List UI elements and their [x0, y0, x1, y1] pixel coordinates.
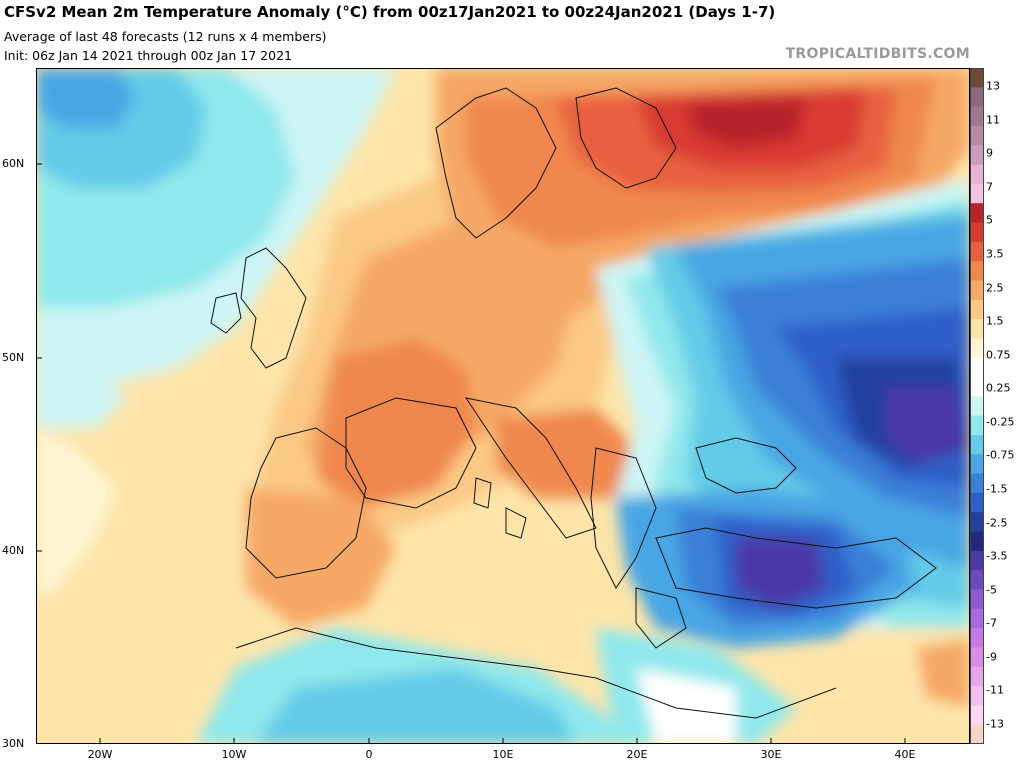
colorbar-label: -13: [986, 717, 1004, 731]
colorbar-swatch: [970, 222, 984, 243]
colorbar-label: -11: [986, 683, 1004, 697]
colorbar-label: -9: [986, 650, 997, 664]
colorbar-label: 5: [986, 213, 993, 227]
colorbar-label: 0.75: [986, 348, 1011, 362]
colorbar-label: 9: [986, 146, 993, 160]
colorbar-swatch: [970, 589, 984, 610]
colorbar-swatch: [970, 473, 984, 494]
colorbar-swatch: [970, 164, 984, 185]
lon-label-40e: 40E: [894, 748, 916, 761]
lon-label-30e: 30E: [760, 748, 782, 761]
colorbar-swatch: [970, 203, 984, 224]
colorbar-label: 7: [986, 180, 993, 194]
colorbar-swatch: [970, 261, 984, 281]
map-subtitle: Average of last 48 forecasts (12 runs x …: [4, 29, 327, 44]
lat-label-50n: 50N: [2, 351, 25, 364]
colorbar-swatch: [970, 454, 984, 475]
lon-label-20w: 20W: [87, 748, 113, 761]
colorbar-swatch: [970, 628, 984, 648]
colorbar-swatch: [970, 415, 984, 436]
colorbar-swatch: [970, 647, 984, 668]
colorbar-swatch: [970, 377, 984, 397]
colorbar-swatch: [970, 357, 984, 378]
colorbar-swatch: [970, 106, 984, 127]
colorbar-label: 1.5: [986, 314, 1004, 328]
credit-watermark: TROPICALTIDBITS.COM: [785, 46, 970, 62]
colorbar-swatch: [970, 299, 984, 320]
lat-label-60n: 60N: [2, 157, 25, 170]
colorbar-swatch: [970, 492, 984, 513]
colorbar: [970, 68, 984, 744]
colorbar-swatch: [970, 87, 984, 108]
lon-label-10w: 10W: [221, 748, 247, 761]
colorbar-swatch: [970, 531, 984, 552]
coastlines: [210, 87, 937, 719]
colorbar-label: -5: [986, 583, 997, 597]
colorbar-label: -7: [986, 616, 997, 630]
lat-label-30n: 30N: [2, 737, 25, 750]
colorbar-swatch: [970, 183, 984, 204]
colorbar-swatch: [970, 666, 984, 687]
anomaly-shading: [36, 68, 970, 744]
temperature-anomaly-map[interactable]: [36, 68, 970, 744]
init-time: Init: 06z Jan 14 2021 through 00z Jan 17…: [4, 48, 292, 63]
colorbar-swatch: [970, 68, 984, 88]
colorbar-swatch: [970, 280, 984, 301]
colorbar-swatch: [970, 434, 984, 455]
lon-label-20e: 20E: [626, 748, 648, 761]
colorbar-label: -3.5: [986, 549, 1008, 563]
colorbar-swatch: [970, 705, 984, 726]
colorbar-label: -0.75: [986, 448, 1015, 462]
colorbar-swatch: [970, 512, 984, 533]
colorbar-swatch: [970, 724, 984, 744]
lon-label-0: 0: [365, 748, 373, 761]
colorbar-label: 3.5: [986, 247, 1004, 261]
colorbar-label: -0.25: [986, 415, 1015, 429]
colorbar-swatch: [970, 396, 984, 417]
colorbar-label: 13: [986, 79, 1000, 93]
lat-label-40n: 40N: [2, 544, 25, 557]
colorbar-swatch: [970, 338, 984, 359]
colorbar-swatch: [970, 145, 984, 166]
lon-label-10e: 10E: [492, 748, 514, 761]
colorbar-swatch: [970, 570, 984, 590]
map-frame: [36, 68, 970, 744]
colorbar-swatch: [970, 241, 984, 262]
colorbar-swatch: [970, 319, 984, 339]
colorbar-label: 2.5: [986, 281, 1004, 294]
colorbar-label: -1.5: [986, 482, 1008, 496]
colorbar-label: 0.25: [986, 381, 1011, 395]
colorbar-label: 11: [986, 113, 1000, 127]
colorbar-swatch: [970, 686, 984, 706]
map-title: CFSv2 Mean 2m Temperature Anomaly (°C) f…: [4, 3, 776, 21]
colorbar-swatch: [970, 608, 984, 629]
colorbar-swatch: [970, 125, 984, 146]
colorbar-swatch: [970, 550, 984, 571]
colorbar-label: -2.5: [986, 516, 1008, 529]
